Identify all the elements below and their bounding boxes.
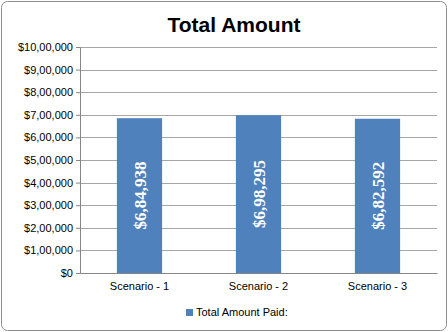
chart: Total Amount $0 $1,00,000 $2,00,000 $3,00,00… — [0, 0, 448, 332]
y-tick: $0 — [61, 267, 80, 279]
y-tick: $4,00,000 — [24, 177, 80, 189]
legend-swatch — [186, 309, 193, 316]
y-tick: $10,00,000 — [18, 41, 80, 53]
y-tick: $8,00,000 — [24, 86, 80, 98]
x-tick-label: Scenario - 1 — [110, 280, 169, 292]
y-tick: $5,00,000 — [24, 154, 80, 166]
data-label: $6,84,938 — [131, 162, 150, 230]
x-axis: Scenario - 1 Scenario - 2 Scenario - 3 — [81, 273, 438, 292]
bar — [236, 115, 281, 273]
grid-line — [80, 273, 437, 274]
y-tick: $2,00,000 — [24, 222, 80, 234]
y-axis-line — [80, 48, 81, 274]
y-tick-label: $9,00,000 — [24, 64, 73, 76]
y-tick-mark — [76, 92, 80, 93]
grid — [80, 48, 437, 274]
data-label: $6,98,295 — [250, 160, 269, 228]
y-tick-mark — [76, 273, 80, 274]
y-tick-label: $4,00,000 — [24, 177, 73, 189]
data-label: $6,82,592 — [369, 162, 388, 230]
y-tick-label: $1,00,000 — [24, 244, 73, 256]
y-axis: $0 $1,00,000 $2,00,000 $3,00,000 $4,00,000 $5… — [18, 41, 81, 279]
y-tick-label: $3,00,000 — [24, 199, 73, 211]
y-tick-mark — [76, 160, 80, 161]
legend: Total Amount Paid: — [186, 306, 288, 318]
x-tick-label: Scenario - 2 — [229, 280, 288, 292]
y-tick: $9,00,000 — [24, 64, 80, 76]
grid-line — [80, 70, 437, 71]
y-tick-mark — [76, 137, 80, 138]
y-tick-label: $2,00,000 — [24, 222, 73, 234]
y-tick-label: $5,00,000 — [24, 154, 73, 166]
x-axis-line — [81, 273, 438, 274]
y-tick-label: $0 — [61, 267, 73, 279]
x-tick-label: Scenario - 3 — [348, 280, 407, 292]
x-tick: Scenario - 3 — [348, 273, 407, 292]
y-tick-mark — [76, 115, 80, 116]
y-tick-label: $7,00,000 — [24, 109, 73, 121]
y-tick: $7,00,000 — [24, 109, 80, 121]
legend-label: Total Amount Paid: — [196, 306, 288, 318]
data-labels: $6,84,938 $6,98,295 $6,82,592 — [131, 160, 388, 230]
y-tick-label: $10,00,000 — [18, 41, 73, 53]
bar — [355, 119, 400, 273]
y-tick-mark — [76, 70, 80, 71]
x-tick: Scenario - 2 — [229, 273, 288, 292]
y-tick-label: $6,00,000 — [24, 131, 73, 143]
bars — [117, 115, 400, 273]
chart-border — [2, 2, 447, 331]
y-tick-label: $8,00,000 — [24, 86, 73, 98]
y-tick-mark — [76, 250, 80, 251]
x-tick: Scenario - 1 — [110, 273, 169, 292]
chart-title: Total Amount — [168, 13, 301, 36]
grid-line — [80, 47, 437, 48]
y-tick-mark — [76, 228, 80, 229]
y-tick: $6,00,000 — [24, 131, 80, 143]
grid-line — [80, 92, 437, 93]
y-tick: $1,00,000 — [24, 244, 80, 256]
bar — [117, 118, 162, 273]
y-tick-mark — [76, 205, 80, 206]
y-tick-mark — [76, 47, 80, 48]
y-tick-mark — [76, 183, 80, 184]
y-tick: $3,00,000 — [24, 199, 80, 211]
